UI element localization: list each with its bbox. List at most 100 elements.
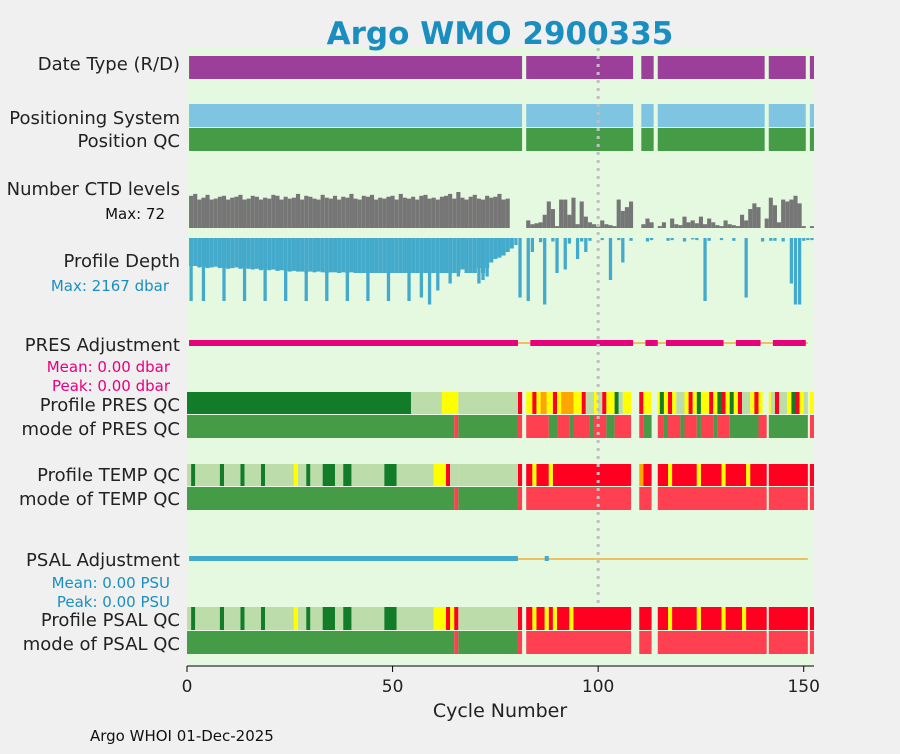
profile-temp-qc-segment <box>536 464 549 486</box>
mode-temp-qc-segment <box>454 487 459 510</box>
profile-pres-qc-segment <box>606 392 615 414</box>
x-tick-label: 50 <box>382 677 404 697</box>
mode-temp-qc-segment <box>639 487 652 510</box>
mode-pres-qc-segment <box>454 415 459 438</box>
profile-depth-bar <box>682 238 687 242</box>
label-profile-psal-qc: Profile PSAL QC <box>41 610 180 631</box>
ctd-level-bar <box>764 218 769 228</box>
mode-temp-qc-segment <box>809 487 814 510</box>
ctd-level-bar <box>308 196 313 228</box>
pres-mean-annotation: Mean: 0.00 dbar <box>47 358 171 376</box>
profile-psal-qc-segment <box>536 607 545 630</box>
ctd-level-bar <box>493 196 498 228</box>
mode-pres-qc-segment <box>557 415 570 438</box>
ctd-level-bar <box>439 196 444 228</box>
profile-psal-qc-segment <box>639 607 652 630</box>
ctd-level-bar <box>205 194 210 228</box>
ctd-level-bar <box>341 196 346 228</box>
profile-depth-bar <box>501 238 506 256</box>
label-mode-psal-qc: mode of PSAL QC <box>23 634 180 655</box>
profile-depth-bar <box>407 238 411 301</box>
profile-temp-qc-segment <box>433 464 447 486</box>
profile-depth-bar <box>316 238 321 272</box>
profile-psal-qc-segment <box>548 607 553 630</box>
profile-pres-qc-segment <box>809 392 814 414</box>
ctd-level-bar <box>382 198 387 228</box>
ctd-level-bar <box>472 194 477 228</box>
ctd-level-bar <box>242 199 247 228</box>
ctd-level-bar <box>316 199 321 228</box>
data-type-segment <box>809 56 814 79</box>
ctd-level-bar <box>596 226 601 228</box>
profile-depth-bar <box>773 238 777 241</box>
ctd-level-bar <box>250 195 255 228</box>
ctd-level-bar <box>739 214 745 228</box>
profile-psal-qc-segment <box>532 607 537 630</box>
ctd-level-bar <box>624 207 629 228</box>
profile-depth-bar <box>530 238 535 252</box>
ctd-level-bar <box>723 220 728 228</box>
ctd-level-bar <box>423 194 428 228</box>
profile-depth-bar <box>789 238 794 284</box>
profile-psal-qc-segment <box>244 607 262 630</box>
profile-depth-bar <box>439 238 444 273</box>
mode-pres-qc-segment <box>768 415 808 438</box>
row-labels: Date Type (R/D) Positioning System Posit… <box>7 54 180 655</box>
profile-psal-qc-segment <box>306 607 311 630</box>
profile-temp-qc-segment <box>672 464 697 486</box>
profile-depth-bar <box>588 238 592 241</box>
ctd-level-bar <box>567 214 572 228</box>
ctd-level-bar <box>476 198 481 228</box>
profile-depth-bar <box>246 238 251 269</box>
profile-pres-qc-segment <box>561 392 574 414</box>
label-profile-temp-qc: Profile TEMP QC <box>37 465 180 486</box>
profile-depth-bar <box>649 238 654 241</box>
profile-temp-qc-segment <box>446 464 451 486</box>
profile-depth-bar <box>707 238 711 241</box>
ctd-level-bar <box>649 222 654 228</box>
mode-psal-qc-segment <box>454 631 459 654</box>
profile-pres-qc-segment <box>684 392 689 414</box>
profile-depth-bar <box>353 238 358 273</box>
profile-temp-qc-segment <box>224 464 241 486</box>
profile-depth-bar <box>189 238 193 301</box>
profile-depth-bar <box>300 238 305 272</box>
profile-psal-qc-segment <box>433 607 447 630</box>
profile-depth-bar <box>456 238 461 277</box>
ctd-level-bar <box>328 198 333 228</box>
profile-depth-bar <box>254 238 259 269</box>
profile-psal-qc-segment <box>293 607 299 630</box>
ctd-level-bar <box>579 201 584 228</box>
profile-depth-bar <box>477 238 481 284</box>
profile-psal-qc-segment <box>187 607 192 630</box>
ctd-level-bar <box>349 193 354 228</box>
profile-depth-bar <box>258 238 264 271</box>
profile-depth-bar <box>608 238 613 280</box>
ctd-level-bar <box>604 224 609 228</box>
profile-psal-qc-segment <box>768 607 808 630</box>
x-tick-label: 0 <box>182 677 193 697</box>
profile-depth-bar <box>295 238 301 272</box>
profile-temp-qc-segment <box>322 464 336 486</box>
profile-depth-bar <box>563 238 567 270</box>
profile-temp-qc-segment <box>351 464 385 486</box>
depth-max-annotation: Max: 2167 dbar <box>51 277 170 295</box>
data-type-segment <box>641 56 654 79</box>
position-qc-segment <box>657 128 765 151</box>
ctd-level-bar <box>234 196 239 228</box>
positioning-system-segment <box>809 104 814 127</box>
profile-temp-qc-segment <box>532 464 537 486</box>
profile-depth-bar <box>703 238 707 301</box>
profile-pres-qc-segment <box>659 392 664 414</box>
ctd-level-bar <box>776 222 782 228</box>
profile-depth-bar <box>567 238 572 244</box>
data-type-segment <box>189 56 523 79</box>
ctd-level-bar <box>809 226 814 228</box>
profile-temp-qc-segment <box>310 464 323 486</box>
profile-depth-bar <box>398 238 403 273</box>
ctd-level-bar <box>678 225 683 228</box>
mode-pres-qc-segment <box>717 415 730 438</box>
profile-depth-bar <box>481 238 485 280</box>
profile-psal-qc-segment <box>265 607 294 630</box>
